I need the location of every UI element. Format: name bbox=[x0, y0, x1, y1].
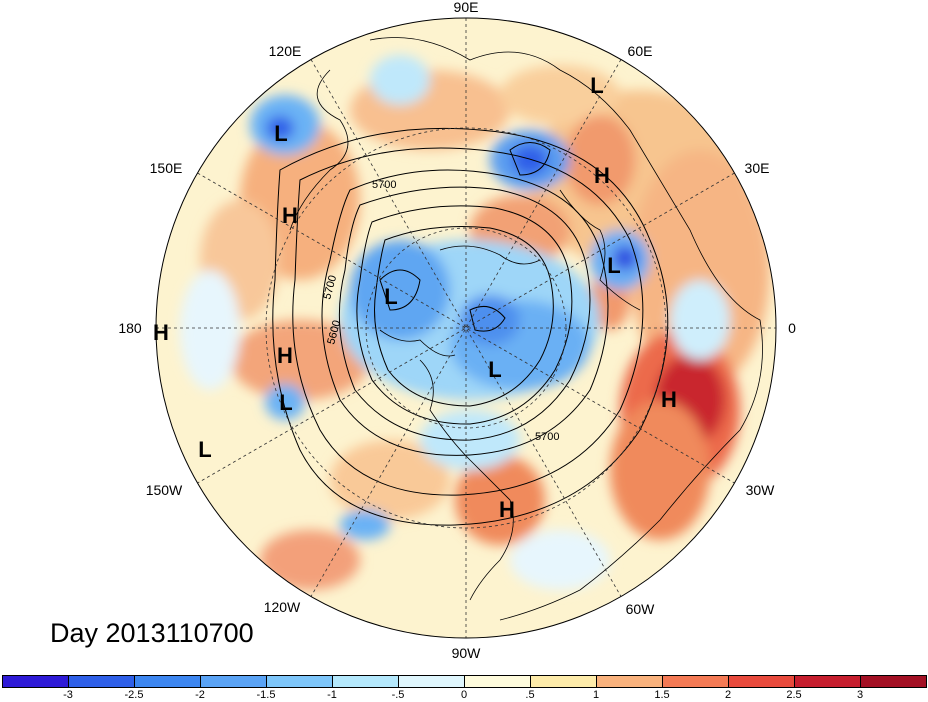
low-pressure-marker: L bbox=[198, 437, 211, 462]
colorbar-tick-label: -1 bbox=[327, 689, 337, 701]
colorbar-swatch bbox=[662, 675, 729, 688]
colorbar-swatch bbox=[200, 675, 267, 688]
colorbar-tick-label: 1.5 bbox=[654, 689, 670, 701]
colorbar-tick-label: -2.5 bbox=[124, 689, 144, 701]
low-pressure-marker: L bbox=[274, 121, 287, 146]
longitude-labels: 90E 60E 30E 0 30W 60W 90W 120W 150W 180 … bbox=[118, 0, 796, 661]
colorbar-swatch bbox=[794, 675, 861, 688]
high-pressure-marker: H bbox=[661, 387, 677, 412]
low-pressure-marker: L bbox=[384, 284, 397, 309]
map-boundary bbox=[155, 17, 777, 639]
low-pressure-marker: L bbox=[590, 73, 603, 98]
lon-label-150e: 150E bbox=[150, 160, 183, 176]
colorbar-tick-label: 2 bbox=[724, 689, 732, 701]
lon-label-60w: 60W bbox=[626, 601, 656, 617]
colorbar-tick-label: -1.5 bbox=[256, 689, 276, 701]
high-pressure-marker: H bbox=[499, 497, 515, 522]
colorbar-tick-label: 1 bbox=[592, 689, 600, 701]
low-pressure-marker: L bbox=[279, 390, 292, 415]
colorbar-tick-label: -.5 bbox=[391, 689, 405, 701]
lon-label-150w: 150W bbox=[146, 482, 183, 498]
pressure-centers: L L H H L L L H H L L H H bbox=[153, 73, 677, 522]
lon-label-90e: 90E bbox=[454, 0, 479, 15]
high-pressure-marker: H bbox=[594, 163, 610, 188]
lon-label-180: 180 bbox=[118, 320, 142, 336]
colorbar-swatch bbox=[464, 675, 531, 688]
lon-label-60e: 60E bbox=[628, 43, 653, 59]
contour-label: 5700 bbox=[372, 179, 396, 191]
colorbar-swatch bbox=[596, 675, 663, 688]
lon-label-120w: 120W bbox=[264, 599, 301, 615]
lon-label-90w: 90W bbox=[452, 645, 482, 661]
high-pressure-marker: H bbox=[282, 203, 298, 228]
colorbar-swatch bbox=[398, 675, 465, 688]
coastlines bbox=[289, 37, 763, 621]
lon-label-30w: 30W bbox=[746, 482, 776, 498]
graticule bbox=[156, 18, 776, 638]
colorbar-swatch bbox=[2, 675, 69, 688]
colorbar-swatch bbox=[332, 675, 399, 688]
lon-label-120e: 120E bbox=[269, 43, 302, 59]
colorbar-tick-label: .5 bbox=[525, 689, 535, 701]
colorbar-swatch bbox=[134, 675, 201, 688]
colorbar-tick-label: 2.5 bbox=[786, 689, 802, 701]
colorbar-swatch bbox=[530, 675, 597, 688]
contour-label: 5700 bbox=[535, 431, 559, 443]
low-pressure-marker: L bbox=[607, 253, 620, 278]
colorbar-swatch bbox=[860, 675, 927, 688]
anomaly-field bbox=[156, 18, 776, 638]
lon-label-30e: 30E bbox=[745, 160, 770, 176]
colorbar-tick-label: 3 bbox=[856, 689, 864, 701]
colorbar-tick-label: 0 bbox=[460, 689, 468, 701]
high-pressure-marker: H bbox=[153, 320, 169, 345]
low-pressure-marker: L bbox=[488, 357, 501, 382]
colorbar-tick-label: -3 bbox=[63, 689, 73, 701]
colorbar-swatch bbox=[266, 675, 333, 688]
colorbar-tick-label: -2 bbox=[195, 689, 205, 701]
colorbar-swatch bbox=[728, 675, 795, 688]
height-contours bbox=[272, 127, 669, 526]
lon-label-0: 0 bbox=[788, 320, 796, 336]
high-pressure-marker: H bbox=[277, 343, 293, 368]
colorbar: -3 -2.5 -2 -1.5 -1 -.5 0 .5 1 1.5 2 2.5 3 bbox=[0, 675, 928, 702]
colorbar-swatch bbox=[68, 675, 135, 688]
date-label: Day 2013110700 bbox=[50, 618, 254, 648]
